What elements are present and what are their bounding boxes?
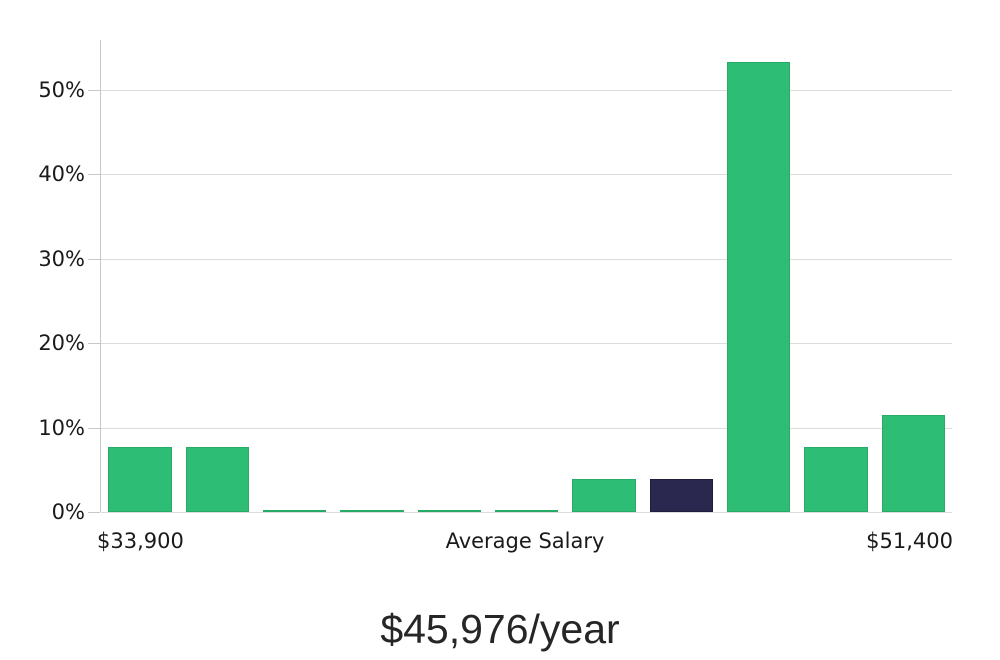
gridline-10% xyxy=(101,427,952,429)
y-axis-tick-30% xyxy=(88,258,100,260)
bar-9 xyxy=(726,62,791,512)
x-axis-label-min-salary: $33,900 xyxy=(97,529,184,553)
y-axis-tick-10% xyxy=(88,427,100,429)
bar-10 xyxy=(804,447,868,512)
gridline-0% xyxy=(101,512,952,513)
bar-average-salary-highlight xyxy=(649,479,714,512)
x-axis-label-max-salary: $51,400 xyxy=(866,529,953,553)
y-axis-tick-0% xyxy=(88,512,100,513)
chart-title-average-salary: $45,976/year xyxy=(380,606,620,652)
bar-11 xyxy=(881,414,946,512)
y-axis-label-10%: 10% xyxy=(38,415,85,440)
y-axis-tick-40% xyxy=(88,174,100,176)
bar-4 xyxy=(340,510,404,512)
y-axis-label-50%: 50% xyxy=(38,78,85,102)
x-axis-label-average-salary: Average Salary xyxy=(445,529,605,553)
plot-area xyxy=(100,40,952,513)
y-axis-label-0%: 0% xyxy=(51,500,85,524)
gridline-30% xyxy=(101,258,952,260)
bar-7 xyxy=(572,479,636,512)
bar-2 xyxy=(185,447,250,512)
y-axis-label-20%: 20% xyxy=(38,331,85,356)
gridline-50% xyxy=(101,90,952,91)
bar-3 xyxy=(262,510,327,512)
y-axis-tick-20% xyxy=(88,343,100,345)
y-axis-label-30%: 30% xyxy=(38,246,85,271)
bar-6 xyxy=(494,510,559,512)
bar-1 xyxy=(108,447,172,512)
y-axis-tick-50% xyxy=(88,90,100,91)
gridline-20% xyxy=(101,343,952,345)
bar-5 xyxy=(417,510,482,512)
gridline-40% xyxy=(101,174,952,176)
y-axis-label-40%: 40% xyxy=(38,162,85,187)
